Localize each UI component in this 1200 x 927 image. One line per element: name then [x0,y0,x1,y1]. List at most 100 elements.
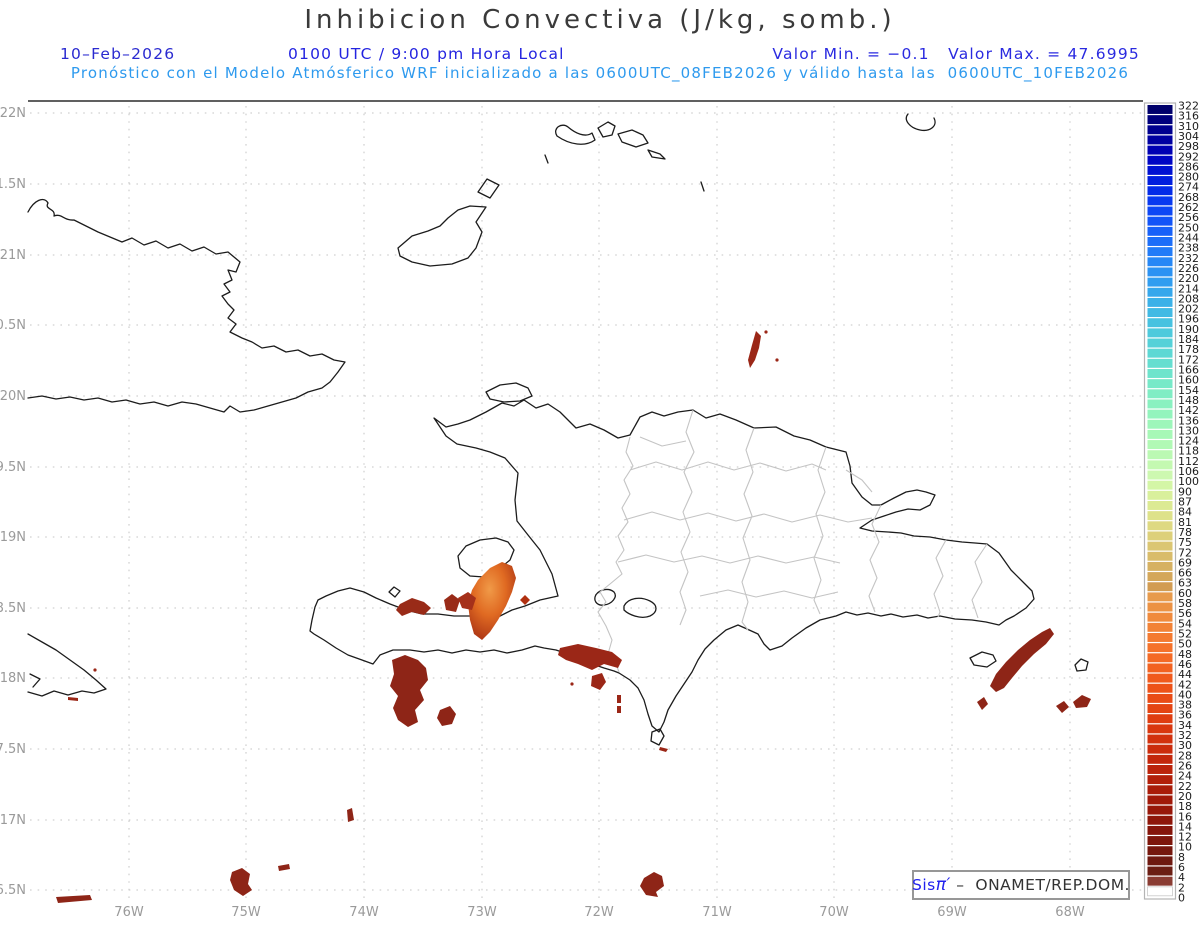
haiti-dr-border [597,436,634,673]
onamet-label: – ONAMET/REP.DOM. [950,876,1130,894]
province-line-5 [933,539,947,618]
colorbar-tick-label: 142 [1178,404,1199,417]
colorbar-cell [1147,815,1173,825]
forecast-time: 0100 UTC / 9:00 pm Hora Local [288,45,565,63]
colorbar-cell [1147,237,1173,246]
colorbar-cell [1147,876,1173,886]
longitude-tick-label: 76W [114,905,144,920]
mona-island [1074,658,1089,672]
cin-patch-port-au-prince [468,562,516,640]
colorbar-cell [1147,155,1173,165]
sispi-onamet-badge: Sis π′ – ONAMET/REP.DOM. [912,870,1130,900]
axis-tick-labels: 22N 1.5N 21N 0.5N 20N 9.5N 19N 8.5N 18N 7.5N 17N 6.… [0,106,1085,920]
longitude-tick-label: 70W [819,905,849,920]
colorbar-tick-label: 238 [1178,242,1199,255]
colorbar-tick-label: 256 [1178,211,1199,224]
colorbar-cell [1147,480,1173,490]
colorbar-cell [1147,318,1173,328]
colorbar-cell [1147,399,1173,409]
colorbar-tick-label: 310 [1178,120,1199,133]
colorbar-tick-label: 214 [1178,282,1199,295]
cin-patch-west-coast-a [396,598,431,616]
colorbar-tick-label: 286 [1178,160,1199,173]
cin-patch-southeast-offshore [990,628,1054,692]
colorbar-tick-label: 28 [1178,749,1192,762]
saona-island [969,651,997,668]
longitude-tick-label: 69W [937,905,967,920]
colorbar-cell [1147,450,1173,460]
colorbar-tick-label: 232 [1178,252,1199,265]
latitude-tick-label: 1.5N [0,177,26,192]
colorbar-tick-label: 46 [1178,658,1192,671]
forecast-date: 10–Feb–2026 [60,45,176,63]
colorbar-tick-label: 24 [1178,770,1192,783]
cin-dash-17n [347,808,354,822]
colorbar-tick-label: 268 [1178,191,1199,204]
colorbar-cell [1147,338,1173,348]
colorbar-cell [1147,348,1173,358]
cin-dot-jamaica-1 [93,668,97,672]
colorbar-tick-label: 202 [1178,303,1199,316]
colorbar-cell [1147,328,1173,338]
latitude-tick-label: 18N [0,671,26,686]
colorbar-tick-label: 136 [1178,414,1199,427]
cin-patch-southwest-blob [390,655,428,727]
colorbar-cell [1147,287,1173,297]
cin-shaded-regions [56,330,1091,903]
colorbar-cell [1147,886,1173,897]
colorbar-cell [1147,744,1173,754]
colorbar-tick-label: 87 [1178,496,1192,509]
colorbar-cell [1147,125,1173,135]
cin-dot-south [570,682,574,686]
colorbar-tick-label: 280 [1178,171,1199,184]
colorbar-cell [1147,805,1173,815]
colorbar-cell [1147,602,1173,612]
colorbar-tick-label: 90 [1178,485,1192,498]
latitude-tick-label: 7.5N [0,742,26,757]
cin-patch-south-coast-band [558,644,622,670]
cin-dash-bottom-1 [278,864,290,871]
province-line-12 [971,543,988,619]
great-inagua-island [397,205,487,267]
colorbar-tick-label: 54 [1178,617,1192,630]
caicos-island-east [617,129,649,148]
colorbar-tick-label: 78 [1178,526,1192,539]
province-line-4 [868,504,882,613]
colorbar-tick-label: 52 [1178,628,1192,641]
colorbar-tick-label: 220 [1178,272,1199,285]
colorbar-cell [1147,663,1173,673]
colorbar-cell [1147,572,1173,582]
cin-patch-pap-west [458,592,476,610]
colorbar-cell [1147,257,1173,267]
colorbar-tick-label: 30 [1178,739,1192,752]
cin-dash-south-1 [617,695,621,703]
colorbar-cell [1147,836,1173,846]
colorbar-tick-label: 0 [1178,892,1185,905]
colorbar-tick-label: 196 [1178,313,1199,326]
colorbar-cell [1147,267,1173,277]
colorbar-cell [1147,501,1173,510]
colorbar-tick-label: 184 [1178,333,1199,346]
cin-patch-pap-dot [520,595,530,605]
colorbar-tick-label: 56 [1178,607,1192,620]
colorbar-tick-label: 304 [1178,130,1199,143]
colorbar-cell [1147,612,1173,622]
small-cay-tick-2 [700,181,705,192]
colorbar-cell [1147,206,1173,216]
colorbar-cell [1147,389,1173,399]
colorbar-cell [1147,511,1173,521]
colorbar-tick-label: 14 [1178,820,1192,833]
colorbar-tick-label: 18 [1178,800,1192,813]
colorbar-tick-label: 16 [1178,810,1192,823]
small-lagoon-outline [388,586,401,598]
colorbar-cell [1147,561,1173,571]
colorbar-cell [1147,592,1173,602]
colorbar-cell [1147,846,1173,856]
small-cay-tick-1 [544,154,549,164]
colorbar-tick-label: 160 [1178,374,1199,387]
colorbar-tick-label: 292 [1178,150,1199,163]
colorbar-cell [1147,135,1173,145]
colorbar-tick-label: 322 [1178,100,1199,113]
colorbar-tick-label: 316 [1178,110,1199,123]
colorbar-tick-label: 178 [1178,343,1199,356]
